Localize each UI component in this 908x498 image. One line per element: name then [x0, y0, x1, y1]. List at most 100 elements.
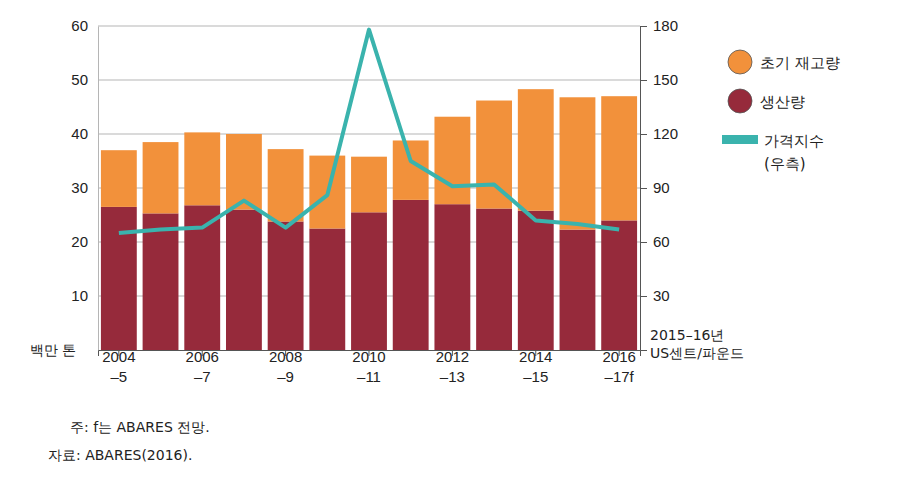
tick: 60: [71, 17, 98, 34]
chart: 1020304050603060901201501802004–52006–72…: [0, 0, 908, 498]
tick: 2016 –17f: [602, 348, 635, 385]
tick: 30: [71, 179, 98, 196]
y-axis: 10 20 30 40 50 60: [71, 17, 98, 350]
tick-label: 60: [71, 17, 88, 34]
bar: [268, 221, 304, 350]
tick: 90: [640, 179, 670, 196]
tick-label: 2008–9: [269, 348, 302, 385]
legend-swatch: [728, 89, 752, 113]
axis-title: 백만 톤: [30, 342, 76, 358]
legend-label: 가격지수 (우측): [764, 132, 824, 173]
bar: [434, 204, 470, 350]
bar: [434, 117, 470, 204]
text-line: 2010: [352, 348, 385, 365]
tick-label: 30: [653, 287, 670, 304]
axis-line: [98, 27, 99, 351]
text-line: –7: [194, 368, 211, 385]
tick-label: 2004 –5: [102, 348, 135, 385]
text-line: 2008: [269, 348, 302, 365]
tick: 30: [640, 287, 670, 304]
text-line: –5: [111, 368, 128, 385]
bar: [476, 209, 512, 350]
grid-line: [98, 26, 640, 27]
tick-mark: [640, 80, 647, 81]
tick: 2006 –7: [186, 348, 219, 385]
bar: [226, 134, 262, 210]
tick: 2012 –13: [436, 348, 469, 385]
tick-label: 2016 –17f: [602, 348, 635, 385]
tick-label: 120: [653, 125, 678, 142]
line: [119, 30, 619, 233]
bar: [101, 207, 137, 350]
text-line: –11: [357, 368, 381, 385]
bar: [601, 220, 637, 350]
text-line: 초기 재고량: [760, 54, 840, 72]
bar: [560, 230, 596, 350]
bar: [351, 157, 387, 213]
bar: [560, 97, 596, 229]
tick-label: 2012 –13: [436, 348, 469, 385]
tick-mark: [640, 296, 647, 297]
text-line: 2015–16년: [650, 327, 724, 343]
tick-label: 20: [71, 233, 88, 250]
bar: [143, 142, 179, 213]
tick-label: 60: [653, 233, 670, 250]
tick: 60: [640, 233, 670, 250]
tick-label: 2014 –15: [519, 348, 552, 385]
text-line: (우측): [764, 155, 806, 173]
bar: [518, 211, 554, 350]
tick: 150: [640, 71, 678, 88]
tick-mark: [640, 188, 647, 189]
tick-label: 2006 –7: [186, 348, 219, 385]
legend-item: 초기 재고량: [728, 50, 840, 74]
text-line: 생산량: [760, 93, 805, 111]
bar: [393, 200, 429, 350]
tick-label: 90: [653, 179, 670, 196]
text-line: 2012: [436, 348, 469, 365]
text-line: –17f: [605, 368, 635, 385]
bar: [476, 101, 512, 209]
text-line: –15: [523, 368, 548, 385]
tick: 10: [71, 287, 98, 304]
tick-mark: [640, 134, 647, 135]
tick: 2010 –11: [352, 348, 385, 385]
tick: 2014 –15: [519, 348, 552, 385]
bar: [101, 150, 137, 207]
legend-swatch: [722, 135, 758, 144]
plot-area: [101, 30, 637, 350]
tick: 180: [640, 17, 678, 34]
text-line: –13: [440, 368, 465, 385]
tick: 2008–9: [269, 348, 302, 385]
bar: [351, 212, 387, 350]
note: 자료: ABARES(2016).: [48, 447, 192, 463]
x-axis: 2004–52006–72008–92010–112012–132014–152…: [99, 348, 641, 385]
grid-line: [98, 134, 640, 135]
tick: 50: [71, 71, 98, 88]
tick-label: 30: [71, 179, 88, 196]
bar: [184, 132, 220, 205]
note: 주: f는 ABARES 전망.: [70, 419, 210, 435]
tick-label: 50: [71, 71, 88, 88]
tick-label: 40: [71, 125, 88, 142]
bar: [518, 89, 554, 210]
bar: [601, 96, 637, 220]
tick-label: 10: [71, 287, 88, 304]
legend-label: 초기 재고량: [760, 54, 840, 72]
tick-mark: [640, 26, 647, 27]
legend-item: 생산량: [728, 89, 805, 113]
text-line: 2006: [186, 348, 219, 365]
text-line: 2016: [602, 348, 635, 365]
axis-line: [641, 27, 648, 351]
tick: 40: [71, 125, 98, 142]
grid-line: [98, 80, 640, 81]
tick-mark: [640, 242, 647, 243]
bar: [226, 210, 262, 350]
axis-title: 2015–16년US센트/파운드: [650, 327, 744, 361]
legend: 초기 재고량생산량가격지수 (우측): [722, 50, 840, 173]
text-line: 2004: [102, 348, 135, 365]
y2-axis: 30 60 90 120 150 180: [640, 17, 678, 350]
text-line: 가격지수: [764, 132, 824, 150]
legend-label: 생산량: [760, 93, 805, 111]
tick-label: 150: [653, 71, 678, 88]
text-line: 2014: [519, 348, 552, 365]
